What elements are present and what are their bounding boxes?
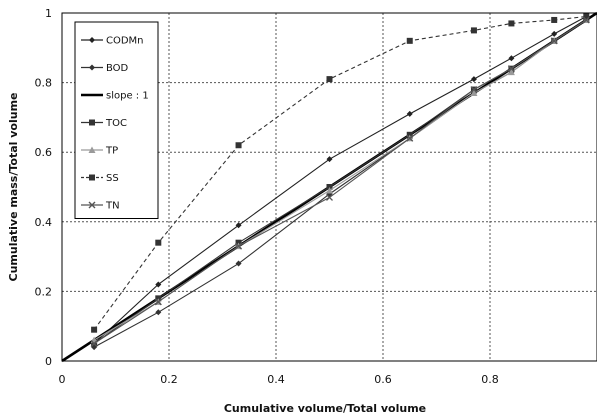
legend-marker bbox=[88, 146, 96, 153]
series-6 bbox=[90, 16, 590, 348]
series-line bbox=[93, 15, 587, 331]
data-point bbox=[583, 13, 590, 20]
data-point bbox=[155, 281, 162, 288]
y-tick-label: 0 bbox=[45, 355, 52, 368]
legend-label: slope : 1 bbox=[106, 91, 149, 102]
legend-marker bbox=[89, 119, 95, 126]
data-point bbox=[326, 186, 333, 194]
data-point bbox=[406, 134, 414, 142]
data-point bbox=[155, 239, 162, 246]
data-point bbox=[406, 37, 413, 44]
legend-marker bbox=[88, 201, 96, 209]
series-5 bbox=[91, 13, 590, 333]
legend-marker bbox=[89, 64, 95, 71]
data-point bbox=[470, 27, 477, 34]
legend: CODMn BOD slope : 1 TOC TP SS TN bbox=[74, 21, 159, 219]
data-point bbox=[235, 142, 242, 149]
data-point bbox=[235, 242, 243, 250]
legend-item: BOD bbox=[81, 63, 129, 74]
legend-item: CODMn bbox=[81, 36, 144, 47]
data-point bbox=[470, 86, 478, 94]
legend-item: slope : 1 bbox=[81, 91, 149, 102]
data-point bbox=[154, 298, 162, 306]
tick-labels: 0 0.2 0.4 0.6 0.8 0 0.2 0.4 0.6 0.8 1 bbox=[35, 7, 499, 386]
data-point bbox=[507, 65, 515, 73]
legend-label: TN bbox=[105, 201, 120, 212]
data-point bbox=[235, 222, 242, 229]
data-point bbox=[326, 156, 333, 163]
y-axis-label: Cumulative mass/Total volume bbox=[7, 92, 20, 281]
series-layer bbox=[61, 11, 597, 363]
legend-marker bbox=[89, 174, 95, 181]
legend-box bbox=[74, 21, 159, 219]
legend-label: BOD bbox=[106, 63, 129, 74]
data-point bbox=[406, 110, 413, 117]
legend-item: TP bbox=[81, 146, 118, 157]
x-tick-label: 0.4 bbox=[267, 373, 285, 386]
legend-item: TOC bbox=[81, 118, 127, 129]
data-point bbox=[508, 20, 515, 27]
y-tick-label: 0.6 bbox=[35, 146, 53, 159]
data-point bbox=[326, 193, 333, 201]
y-tick-label: 0.8 bbox=[35, 77, 53, 90]
data-point bbox=[90, 340, 98, 348]
data-point bbox=[155, 309, 162, 316]
legend-marker bbox=[89, 37, 95, 43]
legend-item: TN bbox=[81, 201, 120, 212]
legend-label: TOC bbox=[105, 118, 127, 129]
data-point bbox=[91, 326, 98, 333]
data-point bbox=[470, 89, 478, 97]
x-axis-label: Cumulative volume/Total volume bbox=[224, 402, 426, 415]
x-tick-label: 0.2 bbox=[160, 373, 178, 386]
data-point bbox=[508, 55, 515, 62]
legend-label: SS bbox=[106, 173, 119, 184]
x-tick-label: 0.8 bbox=[481, 373, 499, 386]
data-point bbox=[551, 16, 558, 23]
data-point bbox=[326, 76, 333, 83]
data-point bbox=[235, 260, 242, 267]
plot-frame bbox=[61, 12, 597, 362]
legend-label: TP bbox=[105, 146, 118, 157]
legend-label: CODMn bbox=[106, 36, 144, 47]
y-tick-label: 0.4 bbox=[35, 216, 53, 229]
data-point bbox=[551, 30, 558, 37]
x-tick-label: 0 bbox=[59, 373, 66, 386]
x-tick-label: 0.6 bbox=[374, 373, 392, 386]
data-point bbox=[470, 76, 477, 83]
legend-item: SS bbox=[81, 173, 119, 184]
y-tick-label: 1 bbox=[45, 7, 52, 20]
data-point bbox=[507, 68, 515, 76]
data-point bbox=[582, 16, 590, 24]
data-point bbox=[550, 37, 558, 45]
y-tick-label: 0.2 bbox=[35, 285, 53, 298]
